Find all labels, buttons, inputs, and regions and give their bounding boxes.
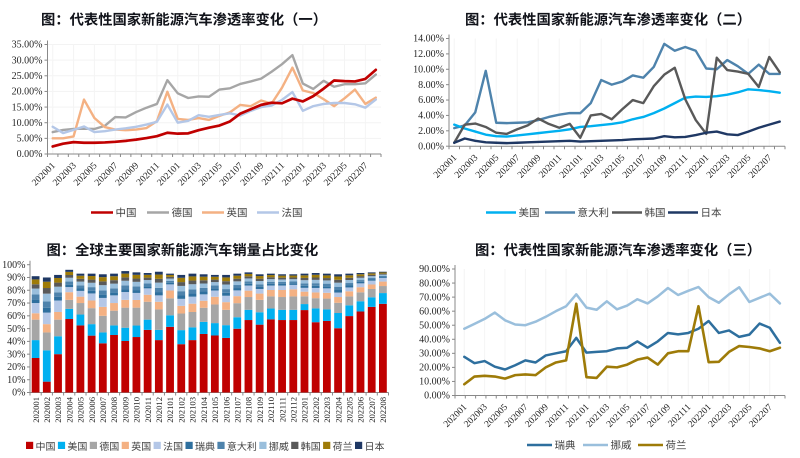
svg-text:202111: 202111 — [277, 397, 287, 422]
svg-text:202103: 202103 — [188, 397, 198, 423]
svg-text:202110: 202110 — [266, 397, 276, 422]
svg-text:20.00%: 20.00% — [12, 87, 43, 98]
svg-text:70.00%: 70.00% — [419, 292, 450, 303]
svg-text:202108: 202108 — [244, 397, 254, 423]
svg-text:100%: 100% — [2, 260, 25, 271]
svg-text:202102: 202102 — [176, 397, 186, 423]
svg-text:15.00%: 15.00% — [12, 102, 43, 113]
svg-text:25.00%: 25.00% — [12, 71, 43, 82]
svg-text:202011: 202011 — [143, 397, 153, 422]
svg-text:202202: 202202 — [311, 397, 321, 423]
svg-text:30.00%: 30.00% — [12, 55, 43, 66]
svg-text:2.00%: 2.00% — [418, 126, 444, 137]
svg-text:35.00%: 35.00% — [12, 40, 43, 51]
svg-text:50.00%: 50.00% — [419, 320, 450, 331]
svg-text:70%: 70% — [7, 298, 25, 309]
svg-text:202005: 202005 — [76, 397, 86, 423]
svg-text:202009: 202009 — [120, 397, 130, 423]
svg-text:4.00%: 4.00% — [418, 111, 444, 122]
svg-text:202109: 202109 — [255, 397, 265, 423]
svg-text:40.00%: 40.00% — [419, 334, 450, 345]
svg-text:90%: 90% — [7, 273, 25, 284]
svg-text:202001: 202001 — [31, 397, 41, 423]
svg-text:14.00%: 14.00% — [413, 34, 444, 45]
svg-text:10%: 10% — [7, 375, 25, 386]
svg-text:202205: 202205 — [344, 397, 354, 423]
svg-text:202003: 202003 — [53, 397, 63, 423]
svg-text:202208: 202208 — [378, 397, 388, 423]
svg-text:10.00%: 10.00% — [419, 377, 450, 388]
svg-text:60%: 60% — [7, 311, 25, 322]
svg-text:40%: 40% — [7, 337, 25, 348]
svg-text:0.00%: 0.00% — [424, 391, 450, 402]
svg-text:0.00%: 0.00% — [17, 149, 43, 160]
svg-text:202104: 202104 — [199, 396, 209, 422]
svg-text:202107: 202107 — [232, 396, 242, 422]
svg-text:20.00%: 20.00% — [419, 363, 450, 374]
svg-text:202008: 202008 — [109, 397, 119, 423]
svg-text:202010: 202010 — [132, 397, 142, 423]
svg-text:202203: 202203 — [322, 397, 332, 423]
svg-text:0.00%: 0.00% — [418, 141, 444, 152]
svg-text:202004: 202004 — [64, 396, 74, 422]
svg-text:202006: 202006 — [87, 396, 97, 422]
svg-text:202101: 202101 — [165, 397, 175, 423]
svg-text:10.00%: 10.00% — [12, 118, 43, 129]
svg-text:5.00%: 5.00% — [17, 134, 43, 145]
svg-text:80.00%: 80.00% — [419, 278, 450, 289]
svg-text:202201: 202201 — [300, 397, 310, 423]
svg-text:202106: 202106 — [221, 396, 231, 422]
svg-text:10.00%: 10.00% — [413, 64, 444, 75]
svg-text:202105: 202105 — [210, 397, 220, 423]
svg-text:0%: 0% — [12, 388, 25, 399]
svg-text:80%: 80% — [7, 285, 25, 296]
svg-text:202012: 202012 — [154, 397, 164, 423]
svg-text:30%: 30% — [7, 349, 25, 360]
svg-text:12.00%: 12.00% — [413, 49, 444, 60]
svg-text:202207: 202207 — [367, 396, 377, 422]
svg-text:202112: 202112 — [288, 397, 298, 422]
svg-text:30.00%: 30.00% — [419, 349, 450, 360]
svg-text:8.00%: 8.00% — [418, 80, 444, 91]
svg-text:50%: 50% — [7, 324, 25, 335]
svg-text:20%: 20% — [7, 362, 25, 373]
svg-text:90.00%: 90.00% — [419, 264, 450, 275]
svg-text:202204: 202204 — [333, 396, 343, 422]
svg-text:6.00%: 6.00% — [418, 95, 444, 106]
svg-text:202002: 202002 — [42, 397, 52, 423]
svg-text:202007: 202007 — [98, 396, 108, 422]
svg-text:202206: 202206 — [356, 396, 366, 422]
svg-text:60.00%: 60.00% — [419, 306, 450, 317]
